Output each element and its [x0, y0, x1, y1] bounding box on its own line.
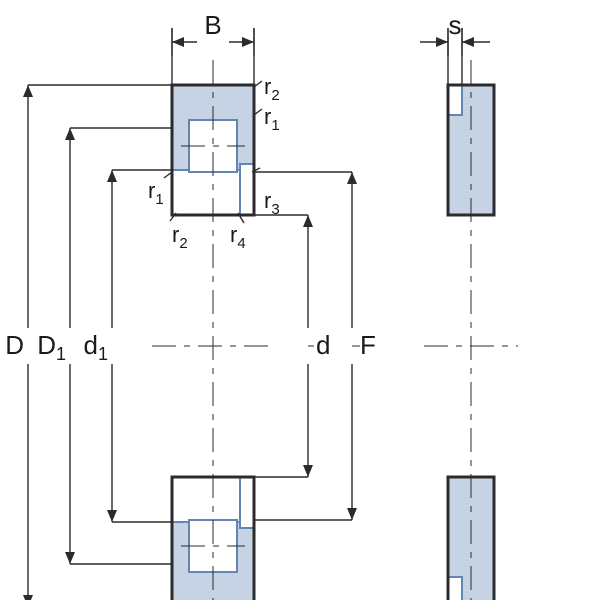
- svg-text:D: D: [5, 330, 24, 360]
- bearing-technical-drawing: BDD1d1dFr1r2r1r2r3r4sdF: [0, 0, 600, 600]
- svg-text:d: d: [316, 330, 330, 360]
- label-r1_top: r1: [264, 104, 280, 134]
- label-r1_left: r1: [148, 178, 164, 208]
- svg-text:F: F: [360, 330, 376, 360]
- right-section-view: [424, 60, 518, 600]
- label-r2_bl: r2: [172, 222, 188, 252]
- label-r4: r4: [230, 222, 246, 252]
- svg-text:B: B: [204, 10, 221, 40]
- svg-text:s: s: [449, 10, 462, 40]
- label-r2_top: r2: [264, 74, 280, 104]
- svg-text:d1: d1: [84, 330, 108, 364]
- label-r3: r3: [264, 188, 280, 218]
- svg-text:D1: D1: [37, 330, 66, 364]
